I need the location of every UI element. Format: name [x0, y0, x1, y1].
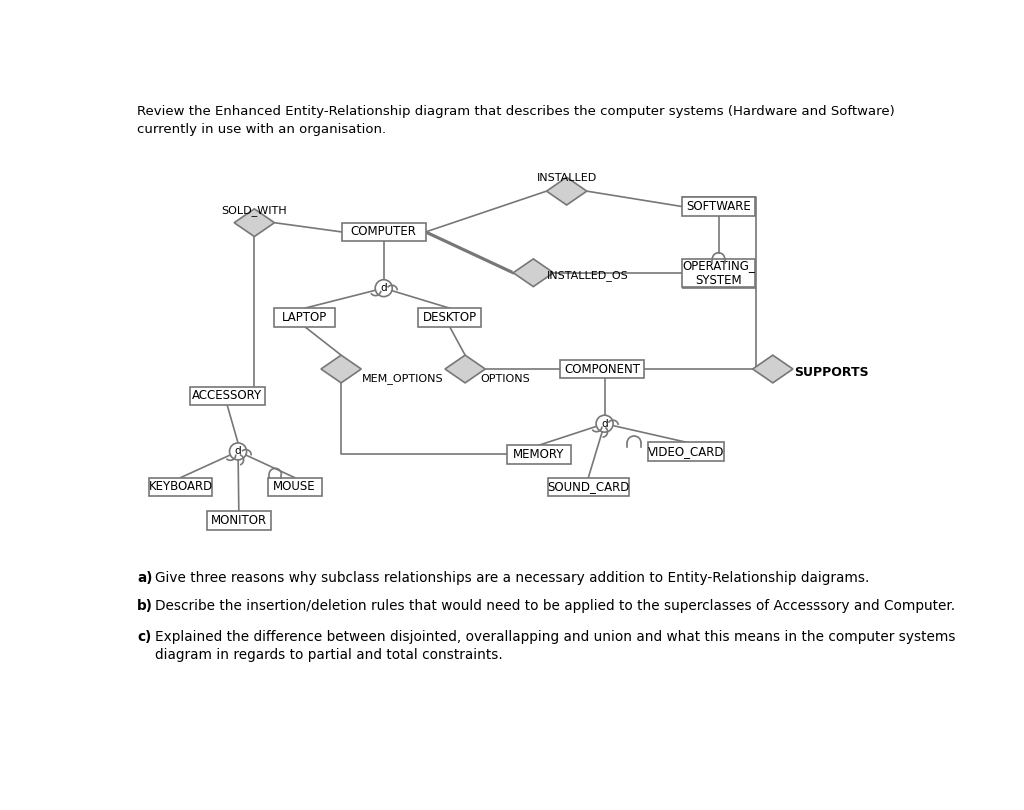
Text: d: d — [234, 446, 242, 456]
Polygon shape — [753, 355, 793, 383]
Text: KEYBOARD: KEYBOARD — [148, 480, 213, 493]
Text: DESKTOP: DESKTOP — [423, 311, 477, 324]
Bar — [267, 478, 322, 496]
Text: LAPTOP: LAPTOP — [282, 311, 328, 324]
Text: MONITOR: MONITOR — [211, 514, 267, 527]
Polygon shape — [234, 209, 274, 237]
Text: VIDEO_CARD: VIDEO_CARD — [648, 445, 724, 458]
Bar — [148, 478, 212, 496]
Text: SOFTWARE: SOFTWARE — [686, 200, 751, 213]
Bar — [274, 308, 335, 326]
Text: SOUND_CARD: SOUND_CARD — [547, 480, 630, 493]
Circle shape — [229, 443, 247, 460]
Text: OPTIONS: OPTIONS — [480, 374, 530, 385]
Text: INSTALLED: INSTALLED — [537, 173, 597, 183]
Text: MOUSE: MOUSE — [273, 480, 316, 493]
Polygon shape — [547, 177, 587, 205]
Text: OPERATING_
SYSTEM: OPERATING_ SYSTEM — [682, 258, 755, 287]
Text: MEM_OPTIONS: MEM_OPTIONS — [362, 373, 443, 385]
Text: INSTALLED_OS: INSTALLED_OS — [547, 270, 629, 280]
Bar — [682, 259, 756, 287]
Text: SOLD_WITH: SOLD_WITH — [221, 205, 287, 216]
Text: SUPPORTS: SUPPORTS — [795, 366, 869, 379]
Polygon shape — [513, 259, 554, 287]
Bar — [682, 198, 756, 215]
Bar — [189, 386, 265, 405]
Bar — [342, 223, 426, 241]
Text: ACCESSORY: ACCESSORY — [193, 390, 262, 403]
Text: b): b) — [137, 599, 154, 613]
Text: Give three reasons why subclass relationships are a necessary addition to Entity: Give three reasons why subclass relation… — [155, 571, 869, 585]
Text: a): a) — [137, 571, 153, 585]
Circle shape — [596, 416, 613, 433]
Polygon shape — [445, 355, 485, 383]
Text: COMPONENT: COMPONENT — [564, 363, 640, 376]
Text: Explained the difference between disjointed, overallapping and union and what th: Explained the difference between disjoin… — [155, 630, 955, 663]
Text: MEMORY: MEMORY — [513, 448, 564, 461]
Polygon shape — [321, 355, 361, 383]
Bar — [648, 442, 724, 461]
Text: COMPUTER: COMPUTER — [351, 225, 417, 238]
Text: Review the Enhanced Entity-Relationship diagram that describes the computer syst: Review the Enhanced Entity-Relationship … — [137, 105, 895, 136]
Text: d: d — [381, 284, 387, 293]
Bar — [418, 308, 481, 326]
Bar — [560, 360, 644, 378]
Circle shape — [375, 279, 392, 296]
Bar — [507, 446, 570, 463]
Bar — [548, 478, 629, 496]
Bar — [207, 511, 270, 530]
Text: Describe the insertion/deletion rules that would need to be applied to the super: Describe the insertion/deletion rules th… — [155, 599, 955, 613]
Text: c): c) — [137, 630, 152, 644]
Text: d: d — [601, 419, 608, 428]
